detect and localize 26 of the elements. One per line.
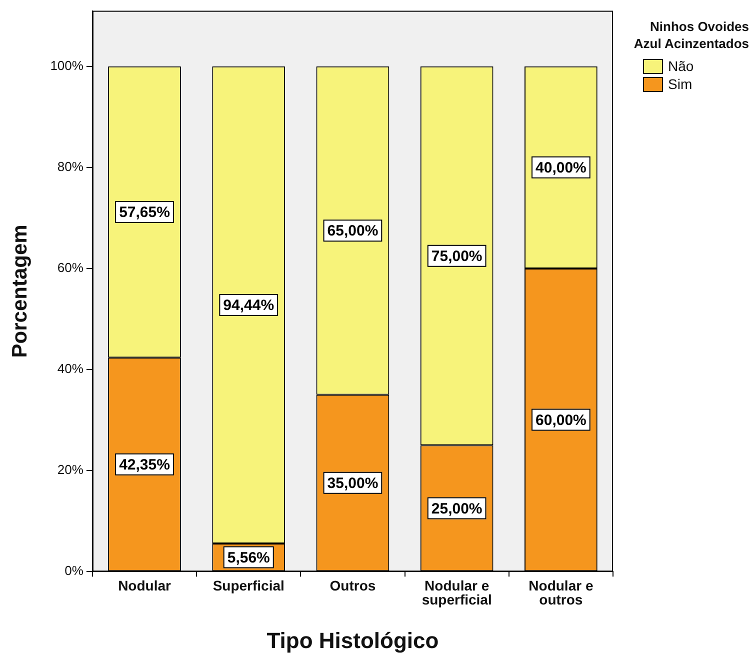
x-tick-label: Nodular [118, 577, 172, 594]
x-axis-title: Tipo Histológico [266, 628, 439, 653]
data-label: 5,56% [227, 549, 270, 566]
data-label: 57,65% [119, 204, 170, 222]
y-tick-label: 60% [57, 260, 84, 276]
data-label: 65,00% [327, 222, 378, 240]
y-tick-label: 0% [64, 563, 84, 578]
y-tick-label: 20% [57, 462, 84, 478]
y-axis-title: Porcentagem [8, 224, 32, 358]
data-label: 60,00% [536, 412, 586, 429]
y-tick-label: 80% [57, 159, 84, 174]
legend-title: Ninhos Ovoides Azul Acinzentados [632, 18, 749, 52]
x-tick-label: Nodular e superficial [422, 577, 492, 608]
data-label: 35,00% [327, 475, 378, 492]
data-label: 25,00% [431, 500, 482, 518]
data-label: 94,44% [223, 297, 274, 314]
x-tick-label: Outros [330, 577, 376, 594]
data-label: 42,35% [119, 456, 170, 474]
x-tick-label: Nodular e outros [528, 577, 594, 608]
legend-label: Sim [668, 76, 692, 92]
y-tick-label: 100% [50, 58, 84, 73]
y-tick-label: 40% [57, 361, 84, 376]
text: Não [668, 58, 694, 74]
data-label: 75,00% [431, 248, 482, 265]
data-label: 40,00% [536, 160, 586, 177]
x-tick-label: Superficial [212, 577, 284, 594]
